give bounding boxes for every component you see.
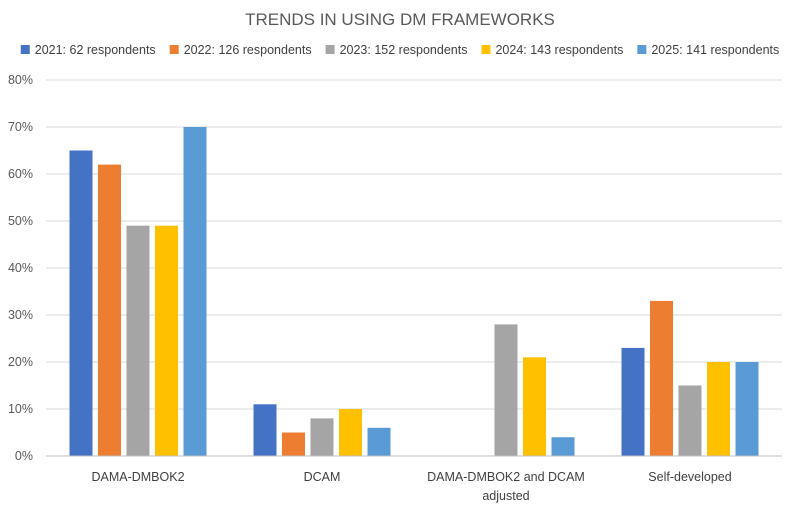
x-axis-categories: DAMA-DMBOK2 DCAM DAMA-DMBOK2 and DCAM adjus…: [91, 470, 731, 503]
legend-item: 2022: 126 respondents: [169, 43, 312, 57]
bar: [126, 225, 150, 456]
bars: [69, 127, 759, 456]
legend-item: 2025: 141 respondents: [637, 43, 779, 57]
x-category-label: adjusted: [482, 489, 529, 503]
y-tick-label: 0%: [15, 449, 33, 463]
bar: [551, 437, 575, 456]
y-tick-label: 30%: [8, 308, 33, 322]
bar: [707, 362, 730, 456]
legend-item: 2023: 152 respondents: [325, 43, 468, 57]
x-category-label: DAMA-DMBOK2 and DCAM: [427, 470, 585, 484]
bar: [367, 427, 391, 456]
bar: [494, 324, 518, 456]
legend-label: 2022: 126 respondents: [184, 43, 312, 57]
bar: [69, 150, 93, 456]
bar: [621, 347, 645, 456]
y-tick-label: 10%: [8, 402, 33, 416]
legend-swatch: [169, 45, 179, 54]
x-category-label: Self-developed: [648, 470, 731, 484]
legend: 2021: 62 respondents 2022: 126 respondent…: [20, 43, 779, 57]
bar: [98, 164, 121, 456]
legend-item: 2024: 143 respondents: [481, 43, 623, 57]
bar: [339, 409, 362, 456]
bar: [650, 300, 673, 456]
legend-swatch: [481, 45, 491, 54]
chart-title: TRENDS IN USING DM FRAMEWORKS: [245, 10, 555, 29]
y-tick-label: 80%: [8, 73, 33, 87]
bar: [253, 404, 277, 456]
legend-swatch: [20, 45, 30, 54]
bar: [735, 362, 759, 456]
bar: [678, 385, 702, 456]
y-tick-label: 20%: [8, 355, 33, 369]
y-tick-label: 40%: [8, 261, 33, 275]
legend-label: 2021: 62 respondents: [35, 43, 156, 57]
y-tick-label: 70%: [8, 120, 33, 134]
bar: [523, 357, 546, 456]
legend-label: 2024: 143 respondents: [495, 43, 623, 57]
y-tick-label: 60%: [8, 167, 33, 181]
legend-label: 2023: 152 respondents: [340, 43, 468, 57]
legend-item: 2021: 62 respondents: [20, 43, 156, 57]
y-tick-label: 50%: [8, 214, 33, 228]
legend-label: 2025: 141 respondents: [651, 43, 779, 57]
legend-swatch: [637, 45, 647, 54]
bar: [282, 432, 305, 456]
bar: [155, 225, 178, 456]
x-category-label: DCAM: [304, 470, 341, 484]
bar: [183, 127, 207, 456]
x-category-label: DAMA-DMBOK2: [91, 470, 184, 484]
bar: [310, 418, 334, 456]
y-axis-ticks: 0% 10% 20% 30% 40% 50% 60% 70% 80%: [8, 73, 33, 463]
legend-swatch: [325, 45, 335, 54]
